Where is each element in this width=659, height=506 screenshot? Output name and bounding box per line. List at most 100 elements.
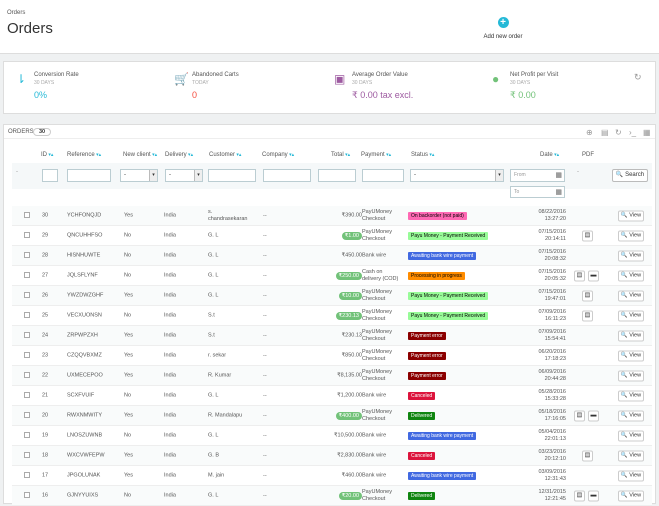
column-header-delivery[interactable]: Delivery ▾▴ [165,152,194,158]
table-row[interactable]: 28 HISNHUWTE No India G. L -- ₹450.00 Bank wire… [12,246,652,266]
delivery-slip-icon[interactable]: ▬ [588,270,599,281]
filter-date-from[interactable]: From ▦ [510,169,565,182]
filter-total[interactable] [318,169,356,182]
sort-arrows-icon[interactable]: ▾▴ [47,152,54,158]
view-order-button[interactable]: 🔍 View [618,490,644,501]
column-header-reference[interactable]: Reference ▾▴ [67,152,102,158]
invoice-pdf-icon[interactable]: ▤ [582,450,593,461]
table-row[interactable]: 27 JQLSFLYNF No India G. L -- ₹250.00 Cash on d… [12,266,652,286]
sort-arrows-icon[interactable]: ▾▴ [343,152,351,158]
row-checkbox[interactable] [24,452,30,458]
sort-arrows-icon[interactable]: ▾▴ [287,152,295,158]
invoice-pdf-icon[interactable]: ▤ [582,310,593,321]
row-checkbox[interactable] [24,292,30,298]
table-row[interactable]: 20 RWXNMWITY Yes India R. Mandalapu -- ₹400.00… [12,406,652,426]
table-row[interactable]: 29 QNCUHHFSO No India G. L -- ₹1.00 PayUMoney C… [12,226,652,246]
table-row[interactable]: 30 YCHFONQJD Yes India s. chandrasekaran -- ₹3… [12,206,652,226]
refresh-icon[interactable]: ↻ [634,72,642,82]
export-icon[interactable]: ▤ [601,128,609,137]
column-header-payment[interactable]: Payment ▾▴ [361,152,392,158]
filter-reference[interactable] [67,169,111,182]
view-order-button[interactable]: 🔍 View [618,330,644,341]
database-icon[interactable]: ▦ [643,128,651,137]
view-order-button[interactable]: 🔍 View [618,230,644,241]
sql-icon[interactable]: ›_ [629,128,637,137]
sort-arrows-icon[interactable]: ▾▴ [186,152,194,158]
sort-arrows-icon[interactable]: ▾▴ [94,152,102,158]
invoice-pdf-icon[interactable]: ▤ [574,270,585,281]
column-header-id[interactable]: ID ▾▴ [41,152,54,158]
filter-status[interactable]: - ▾ [410,169,504,182]
delivery-slip-icon[interactable]: ▬ [588,490,599,501]
invoice-pdf-icon[interactable]: ▤ [574,410,585,421]
sort-arrows-icon[interactable]: ▾▴ [384,152,392,158]
view-order-button[interactable]: 🔍 View [618,270,644,281]
view-order-button[interactable]: 🔍 View [618,370,644,381]
delivery-country: India [164,292,176,298]
view-order-button[interactable]: 🔍 View [618,430,644,441]
breadcrumb[interactable]: Orders [7,10,26,16]
table-row[interactable]: 16 GJNYYUIXS No India G. L -- ₹20.00 PayUMoney … [12,486,652,506]
column-header-pdf[interactable]: PDF [582,152,594,158]
row-checkbox[interactable] [24,412,30,418]
row-checkbox[interactable] [24,312,30,318]
row-checkbox[interactable] [24,392,30,398]
filter-date-to[interactable]: To ▦ [510,186,565,198]
invoice-pdf-icon[interactable]: ▤ [574,490,585,501]
table-row[interactable]: 24 ZRPWPZXH Yes India S.t -- ₹230.13 PayUMoney … [12,326,652,346]
sort-arrows-icon[interactable]: ▾▴ [428,152,435,158]
column-header-status[interactable]: Status ▾▴ [411,152,435,158]
column-header-customer[interactable]: Customer ▾▴ [209,152,242,158]
add-new-order-button[interactable]: + Add new order [478,17,528,40]
view-order-button[interactable]: 🔍 View [618,290,644,301]
row-checkbox[interactable] [24,272,30,278]
column-header-company[interactable]: Company ▾▴ [262,152,295,158]
table-row[interactable]: 19 LNOSZUWNB No India G. L -- ₹10,500.00 Bank w… [12,426,652,446]
table-row[interactable]: 18 WXCVWFEPW Yes India G. B -- ₹2,830.00 Bank w… [12,446,652,466]
invoice-pdf-icon[interactable]: ▤ [582,290,593,301]
sort-arrows-icon[interactable]: ▾▴ [552,152,560,158]
table-row[interactable]: 17 JPGOLUNAK Yes India M. jain -- ₹460.00 Bank … [12,466,652,486]
filter-delivery[interactable]: - ▾ [165,169,203,182]
row-checkbox[interactable] [24,432,30,438]
filter-company[interactable] [263,169,311,182]
table-row[interactable]: 25 VECXUONSN No India S.t -- ₹230.13 PayUMoney … [12,306,652,326]
filter-payment[interactable] [362,169,404,182]
table-row[interactable]: 21 SCXFVUIF No India G. L -- ₹1,200.00 Bank wir… [12,386,652,406]
payment-method: Cash on delivery (COD) [362,268,399,282]
order-reference: LNOSZUWNB [67,432,103,438]
search-button[interactable]: 🔍 Search [612,169,648,182]
row-checkbox[interactable] [24,212,30,218]
view-order-button[interactable]: 🔍 View [618,250,644,261]
view-order-button[interactable]: 🔍 View [618,350,644,361]
payment-method: Bank wire [362,452,387,458]
view-order-button[interactable]: 🔍 View [618,310,644,321]
sort-arrows-icon[interactable]: ▾▴ [235,152,242,158]
calendar-icon: ▦ [555,172,562,179]
table-row[interactable]: 23 CZQQVBXMZ Yes India r. sekar -- ₹850.00 PayU… [12,346,652,366]
column-header-new-client[interactable]: New client ▾▴ [123,152,158,158]
view-order-button[interactable]: 🔍 View [618,410,644,421]
refresh-list-icon[interactable]: ↻ [615,128,622,137]
filter-new-client[interactable]: - ▾ [120,169,158,182]
filter-customer[interactable] [208,169,256,182]
row-checkbox[interactable] [24,472,30,478]
view-order-button[interactable]: 🔍 View [618,210,644,221]
sort-arrows-icon[interactable]: ▾▴ [150,152,158,158]
column-header-date[interactable]: Date ▾▴ [540,152,560,158]
row-checkbox[interactable] [24,232,30,238]
row-checkbox[interactable] [24,252,30,258]
invoice-pdf-icon[interactable]: ▤ [582,230,593,241]
table-row[interactable]: 22 UXMECEPOO Yes India R. Kumar -- ₹8,135.00 Pa… [12,366,652,386]
row-checkbox[interactable] [24,352,30,358]
view-order-button[interactable]: 🔍 View [618,390,644,401]
table-row[interactable]: 26 YWZDWZGHF Yes India G. L -- ₹10.00 PayUMoney… [12,286,652,306]
add-icon[interactable]: ⊕ [586,128,593,137]
delivery-slip-icon[interactable]: ▬ [588,410,599,421]
view-order-button[interactable]: 🔍 View [618,470,644,481]
filter-id[interactable] [42,169,58,182]
row-checkbox[interactable] [24,332,30,338]
view-order-button[interactable]: 🔍 View [618,450,644,461]
column-header-total[interactable]: Total ▾▴ [331,152,351,158]
row-checkbox[interactable] [24,372,30,378]
